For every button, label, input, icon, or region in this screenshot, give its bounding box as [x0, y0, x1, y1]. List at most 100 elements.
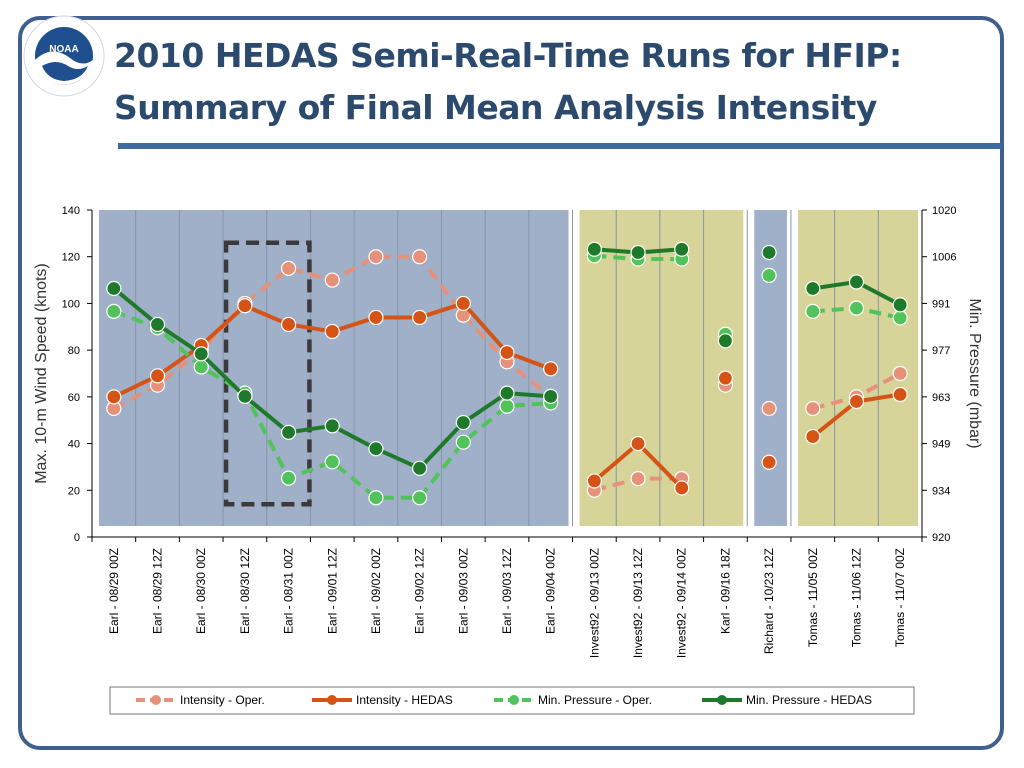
data-point-intensity-hedas: [412, 309, 428, 326]
data-point-min-pressure-oper: [193, 359, 209, 375]
band-earl: [99, 210, 569, 526]
x-tick-label: Earl - 09/02 12Z: [413, 548, 427, 634]
data-point-min-pressure-oper: [455, 434, 471, 450]
data-point-intensity-hedas: [717, 370, 734, 386]
legend-label: Intensity - Oper.: [180, 693, 265, 707]
data-point-intensity-hedas: [499, 344, 515, 361]
data-point-min-pressure-oper: [412, 490, 428, 506]
x-tick-label: Earl - 09/01 12Z: [325, 548, 339, 634]
legend-swatch-marker: [717, 695, 727, 705]
data-point-min-pressure-oper: [280, 470, 297, 486]
y-axis-title-right: Min. Pressure (mbar): [966, 298, 983, 448]
data-point-min-pressure-oper: [106, 303, 122, 319]
data-point-min-pressure-hedas: [805, 280, 821, 297]
legend-label: Intensity - HEDAS: [356, 693, 453, 707]
legend-label: Min. Pressure - Oper.: [538, 693, 652, 707]
band-invest92: [579, 210, 744, 526]
legend-swatch-marker: [327, 695, 337, 705]
y-tick-label-right: 920: [932, 532, 950, 544]
y-tick-label-right: 977: [932, 345, 950, 357]
series-line-min-pressure-oper: [113, 309, 551, 500]
x-tick-label: Earl - 09/04 00Z: [544, 548, 558, 634]
title-underline: [118, 143, 1002, 149]
data-point-intensity-hedas: [630, 435, 646, 452]
data-point-intensity-oper: [761, 400, 777, 417]
y-tick-label-left: 140: [62, 205, 80, 217]
data-point-min-pressure-hedas: [193, 346, 209, 362]
y-tick-label-right: 934: [932, 485, 950, 497]
data-point-min-pressure-hedas: [848, 274, 865, 290]
data-point-intensity-hedas: [237, 298, 253, 314]
data-point-min-pressure-hedas: [674, 241, 690, 257]
data-point-min-pressure-hedas: [149, 316, 166, 333]
y-tick-label-left: 100: [62, 298, 80, 310]
data-point-min-pressure-hedas: [630, 244, 646, 261]
slide-frame: [18, 16, 1004, 750]
y-tick-label-right: 991: [932, 298, 950, 310]
data-point-intensity-oper: [280, 260, 297, 276]
data-point-min-pressure-oper: [848, 300, 865, 316]
data-point-intensity-oper: [805, 400, 821, 417]
data-point-min-pressure-hedas: [761, 244, 777, 261]
x-tick-label: Invest92 - 09/13 00Z: [587, 548, 601, 658]
data-point-intensity-hedas: [324, 323, 340, 340]
x-tick-label: Invest92 - 09/13 12Z: [631, 548, 645, 658]
x-tick-label: Earl - 08/30 00Z: [194, 548, 208, 634]
x-tick-label: Earl - 09/03 00Z: [456, 548, 470, 634]
x-tick-label: Earl - 08/30 12Z: [238, 548, 252, 634]
data-point-intensity-oper: [630, 471, 646, 487]
x-tick-label: Invest92 - 09/14 00Z: [675, 548, 689, 658]
data-point-min-pressure-hedas: [237, 388, 253, 404]
legend-swatch-marker: [151, 695, 161, 705]
data-point-min-pressure-hedas: [717, 333, 734, 349]
data-point-intensity-oper: [368, 249, 384, 265]
title-line-1: 2010 HEDAS Semi-Real-Time Runs for HFIP:: [114, 36, 902, 75]
noaa-logo: NOAA: [22, 14, 106, 98]
data-point-min-pressure-oper: [324, 454, 340, 470]
data-point-intensity-hedas: [848, 393, 865, 410]
y-tick-label-right: 949: [932, 439, 950, 451]
y-tick-label-right: 963: [932, 392, 950, 404]
data-point-intensity-hedas: [586, 473, 602, 489]
y-tick-label-left: 120: [62, 252, 80, 264]
y-tick-label-left: 0: [74, 532, 80, 544]
slide-title: 2010 HEDAS Semi-Real-Time Runs for HFIP:…: [114, 30, 994, 134]
data-point-min-pressure-hedas: [368, 441, 384, 457]
data-point-min-pressure-hedas: [499, 385, 515, 401]
x-tick-label: Richard - 10/23 12Z: [762, 548, 776, 654]
legend-swatch-marker: [509, 695, 519, 705]
x-tick-label: Tomas - 11/07 00Z: [893, 548, 907, 647]
data-point-intensity-hedas: [149, 368, 166, 384]
data-point-intensity-hedas: [805, 428, 821, 445]
data-point-intensity-hedas: [368, 309, 384, 326]
data-point-min-pressure-hedas: [586, 241, 602, 257]
data-point-min-pressure-oper: [805, 303, 821, 319]
data-point-intensity-oper: [892, 365, 908, 382]
data-point-intensity-hedas: [674, 480, 690, 496]
x-tick-label: Earl - 08/29 12Z: [151, 548, 165, 634]
data-point-min-pressure-hedas: [412, 460, 428, 476]
y-tick-label-left: 20: [68, 485, 80, 497]
y-tick-label-left: 60: [68, 392, 80, 404]
x-tick-label: Karl - 09/16 18Z: [718, 548, 732, 634]
x-tick-label: Earl - 08/29 00Z: [107, 548, 121, 634]
data-point-min-pressure-hedas: [324, 418, 340, 434]
data-point-intensity-hedas: [106, 389, 122, 405]
legend-label: Min. Pressure - HEDAS: [746, 693, 872, 707]
data-point-intensity-oper: [412, 249, 428, 265]
highlight-box: [223, 240, 312, 507]
data-point-min-pressure-hedas: [106, 280, 122, 297]
data-point-min-pressure-oper: [892, 310, 908, 326]
data-point-min-pressure-oper: [368, 490, 384, 506]
x-tick-label: Tomas - 11/05 00Z: [806, 548, 820, 647]
title-line-2: Summary of Final Mean Analysis Intensity: [114, 88, 877, 127]
data-point-intensity-hedas: [761, 454, 777, 470]
data-point-intensity-hedas: [280, 316, 297, 333]
data-point-min-pressure-hedas: [455, 414, 471, 431]
data-point-intensity-oper: [324, 272, 340, 288]
x-tick-label: Earl - 09/03 12Z: [500, 548, 514, 634]
x-tick-label: Earl - 09/02 00Z: [369, 548, 383, 634]
data-point-min-pressure-hedas: [280, 424, 297, 440]
data-point-intensity-hedas: [543, 361, 559, 377]
